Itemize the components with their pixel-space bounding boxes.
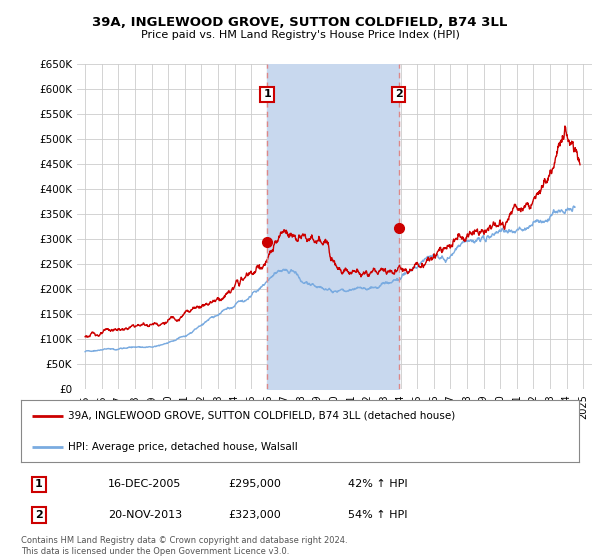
Text: 39A, INGLEWOOD GROVE, SUTTON COLDFIELD, B74 3LL: 39A, INGLEWOOD GROVE, SUTTON COLDFIELD, …: [92, 16, 508, 29]
Text: 2: 2: [395, 90, 403, 99]
Text: 54% ↑ HPI: 54% ↑ HPI: [348, 510, 407, 520]
Text: 20-NOV-2013: 20-NOV-2013: [108, 510, 182, 520]
Text: HPI: Average price, detached house, Walsall: HPI: Average price, detached house, Wals…: [68, 442, 298, 451]
Text: Contains HM Land Registry data © Crown copyright and database right 2024.
This d: Contains HM Land Registry data © Crown c…: [21, 536, 347, 556]
Text: £323,000: £323,000: [228, 510, 281, 520]
Text: 16-DEC-2005: 16-DEC-2005: [108, 479, 181, 489]
Text: 1: 1: [35, 479, 43, 489]
Text: 2: 2: [35, 510, 43, 520]
Text: 42% ↑ HPI: 42% ↑ HPI: [348, 479, 407, 489]
Text: 1: 1: [263, 90, 271, 99]
Text: Price paid vs. HM Land Registry's House Price Index (HPI): Price paid vs. HM Land Registry's House …: [140, 30, 460, 40]
Text: £295,000: £295,000: [228, 479, 281, 489]
Text: 39A, INGLEWOOD GROVE, SUTTON COLDFIELD, B74 3LL (detached house): 39A, INGLEWOOD GROVE, SUTTON COLDFIELD, …: [68, 411, 455, 421]
